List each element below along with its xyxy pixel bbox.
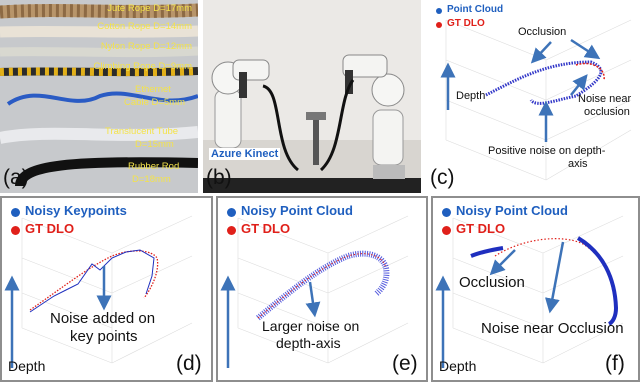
- annotation-noise-near-occlusion: Noise near Occlusion: [481, 320, 624, 337]
- panel-d-3d-plot: [4, 215, 193, 368]
- legend-noisy-point-cloud-marker: [442, 208, 451, 217]
- panel-f-noisy-point-cloud-occlusion-plot: Noisy Point Cloud GT DLO Occlusion Noise…: [431, 196, 640, 382]
- panel-c-point-cloud-plot: Point Cloud GT DLO Occlusion Depth Noise…: [426, 0, 640, 193]
- legend-noisy-point-cloud-marker: [227, 208, 236, 217]
- legend-gt-dlo-marker: [442, 226, 451, 235]
- legend-noisy-point-cloud-label: Noisy Point Cloud: [456, 203, 568, 218]
- annotation-occlusion: Occlusion: [459, 274, 525, 291]
- annotation-axis: axis: [568, 158, 588, 170]
- material-label-jute: Jute Rope D=17mm: [107, 3, 192, 14]
- robot-arms-illustration: [203, 0, 421, 193]
- annotation-occlusion-2: occlusion: [584, 106, 630, 118]
- annotation-depth: Depth: [8, 358, 46, 374]
- annotation-noise-near: Noise near: [578, 93, 632, 105]
- legend-noisy-keypoints-marker: [11, 208, 20, 217]
- legend-gt-dlo-marker: [436, 22, 442, 28]
- panel-b-robot-setup-photo: Azure Kinect (b): [203, 0, 421, 193]
- legend-gt-dlo-marker: [11, 226, 20, 235]
- legend-noisy-point-cloud-label: Noisy Point Cloud: [241, 203, 353, 218]
- panel-c-3d-plot: [445, 19, 632, 181]
- annotation-depth-axis: depth-axis: [276, 335, 341, 351]
- panel-e-3d-plot: [220, 215, 409, 368]
- panel-d-noisy-keypoints-plot: Noisy Keypoints GT DLO Noise added on ke…: [0, 196, 213, 382]
- panel-e-tag: (e): [392, 352, 418, 375]
- legend-gt-dlo-label: GT DLO: [447, 18, 485, 29]
- panel-a-tag: (a): [3, 166, 29, 189]
- material-label-tube: Translucent Tube: [105, 126, 179, 137]
- legend-gt-dlo-label: GT DLO: [241, 221, 291, 236]
- material-label-climbing: Climbing Rope D=9mm: [93, 61, 192, 72]
- panel-f-3d-plot: [435, 215, 624, 368]
- material-label-rubber: Rubber Rod: [128, 161, 180, 172]
- panel-c-tag: (c): [430, 166, 455, 189]
- legend-point-cloud-marker: [436, 8, 442, 14]
- material-label-rubber-diameter: D=18mm: [132, 174, 171, 185]
- panel-f-tag: (f): [605, 352, 625, 375]
- legend-gt-dlo-label: GT DLO: [25, 221, 75, 236]
- annotation-noise-added: Noise added on: [50, 310, 156, 327]
- annotation-depth: Depth: [456, 90, 486, 102]
- annotation-depth: Depth: [439, 358, 477, 374]
- annotation-key-points: key points: [70, 328, 138, 345]
- material-label-cotton: Cotton Rope D=14mm: [97, 21, 192, 32]
- legend-noisy-keypoints-label: Noisy Keypoints: [25, 203, 127, 218]
- panel-b-tag: (b): [206, 166, 232, 189]
- dlo-materials-illustration: [0, 3, 198, 187]
- material-label-ethernet: Ethernet: [135, 84, 171, 95]
- legend-gt-dlo-marker: [227, 226, 236, 235]
- panel-c-arrows: [440, 38, 601, 142]
- legend-gt-dlo-label: GT DLO: [456, 221, 506, 236]
- material-label-tube-diameter: D=15mm: [135, 139, 174, 150]
- panel-e-noisy-point-cloud-plot: Noisy Point Cloud GT DLO Larger noise on…: [216, 196, 428, 382]
- annotation-positive-noise: Positive noise on depth-: [488, 145, 606, 157]
- azure-kinect-label: Azure Kinect: [209, 148, 281, 160]
- annotation-occlusion: Occlusion: [518, 26, 567, 38]
- legend-point-cloud-label: Point Cloud: [447, 4, 504, 15]
- panel-a-materials-photo: Jute Rope D=17mm Cotton Rope D=14mm Nylo…: [0, 0, 198, 193]
- annotation-larger-noise: Larger noise on: [262, 318, 360, 334]
- panel-d-tag: (d): [176, 352, 202, 375]
- material-label-nylon: Nylon Rope D=12mm: [100, 41, 192, 52]
- material-label-ethernet-diameter: Cable D=5mm: [124, 97, 185, 108]
